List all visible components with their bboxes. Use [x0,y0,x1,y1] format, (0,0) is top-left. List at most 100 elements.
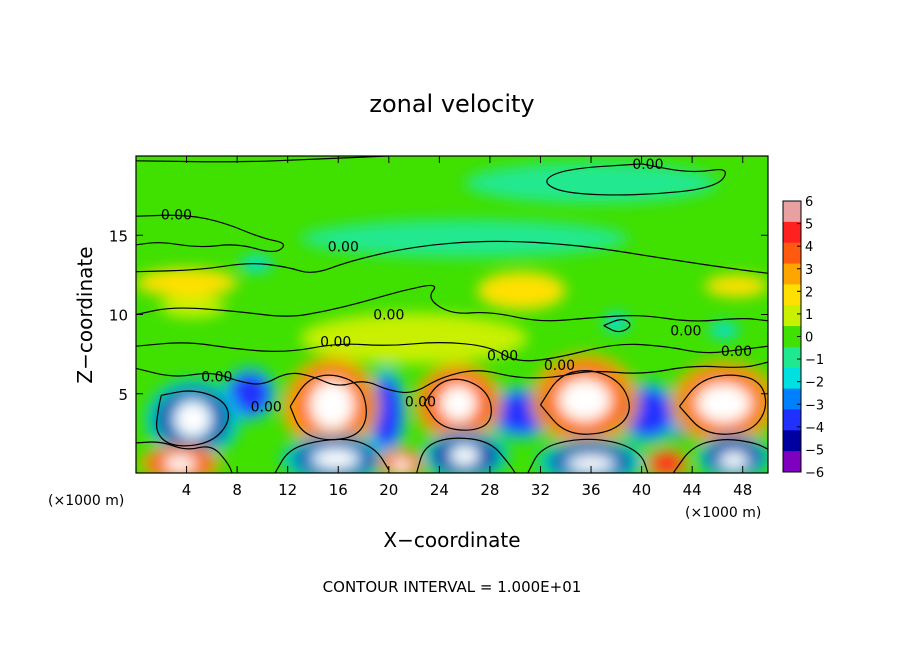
field-blob [160,295,226,318]
contour-labels: 0.00 0.00 0.00 0.00 0.00 0.00 0.00 0.00 0.00 0.00… [161,157,752,416]
x-tick-label: 44 [683,481,702,499]
y-tick-label: 10 [109,307,128,325]
contour-line [546,163,726,196]
contour-line [603,319,631,333]
colorbar-segment [783,305,801,327]
field-blob [650,452,684,473]
y-tick-label: 5 [118,386,128,404]
x-tick-label: 36 [581,481,600,499]
colorbar-tick-label: −4 [805,421,824,436]
contour-label: 0.00 [201,369,232,385]
field-blob [559,379,610,421]
x-tick-label: 40 [632,481,651,499]
contour-label: 0.00 [161,208,192,224]
field-blob [464,162,718,204]
colorbar-tick-label: 1 [805,308,813,323]
x-tick-label: 20 [379,481,398,499]
field-blob [603,312,629,332]
x-tick-label: 24 [430,481,449,499]
x-tick-label: 8 [232,481,242,499]
contour-line [136,284,768,322]
colorbar-tick-label: −6 [805,466,824,481]
contour-interval-note: CONTOUR INTERVAL = 1.000E+01 [323,578,582,596]
colorbar-tick-label: 4 [805,240,813,255]
contour-lines [136,156,768,473]
x-tick-label: 48 [733,481,752,499]
x-axis-unit-right: (×1000 m) [685,505,761,521]
field-blob [708,322,739,339]
plot-area: 0.00 0.00 0.00 0.00 0.00 0.00 0.00 0.00 0.00 0.00… [136,156,768,473]
contour-line [136,361,768,394]
contour-line [289,374,367,441]
contour-label: 0.00 [721,344,752,360]
field-blob [165,455,196,472]
field-blob [440,385,477,421]
field-blob [136,268,238,298]
field-blob [568,455,614,472]
field-blob [704,274,768,298]
contour-line [679,374,767,435]
colorbar-tick-label: −3 [805,398,824,413]
contour-label: 0.00 [544,358,575,374]
contour-line [527,438,649,473]
contour-line [136,240,768,274]
contour-line [672,439,768,473]
colorbar-segment [783,242,801,265]
contour-label: 0.00 [632,157,663,173]
colorbar-segment [783,263,801,285]
y-tick-label: 15 [109,227,128,245]
field-blob [310,381,354,429]
x-tick-label: 16 [329,481,348,499]
contour-line [136,214,285,253]
contour-line [136,342,768,362]
colorbar-segment [783,430,801,452]
x-axis-label: X−coordinate [383,528,520,552]
field-blob [300,219,629,258]
contour-label: 0.00 [405,395,436,411]
colorbar-segment [783,388,801,410]
colorbar-segment [783,367,801,390]
colorbar-segment [783,451,801,473]
contour-label: 0.00 [373,308,404,324]
x-axis-ticks: 4 8 12 16 20 24 28 32 36 40 44 48 [182,156,752,499]
contour-label: 0.00 [251,399,282,415]
colorbar-tick-label: 5 [805,218,813,233]
colorbar-segment [783,409,801,431]
contour-line [416,437,516,473]
x-tick-label: 12 [278,481,297,499]
contour-label: 0.00 [487,349,518,365]
colorbar-tick-label: 3 [805,263,813,278]
field-blob [300,312,528,364]
x-axis-unit-left: (×1000 m) [48,493,124,509]
colorbar-tick-label: 0 [805,331,813,346]
colorbar: 6 5 4 3 2 1 0 −1 −2 −3 −4 −5 −6 [782,195,824,481]
colorbar-tick-label: 2 [805,285,813,300]
field-blob [697,384,751,423]
contour-line [423,378,492,431]
colorbar-segment [783,346,801,369]
contour-line [274,438,390,473]
x-tick-label: 4 [182,481,192,499]
field-blob [477,271,566,310]
contour-label: 0.00 [328,239,359,255]
contour-line [156,390,230,447]
colorbar-tick-label: −1 [805,353,824,368]
colorbar-segment [783,326,801,348]
contour-label: 0.00 [320,334,351,350]
field-blob [175,401,211,437]
colorbar-segment [783,284,801,306]
contour-line [539,370,630,435]
x-tick-label: 28 [480,481,499,499]
x-tick-label: 32 [531,481,550,499]
y-axis-ticks: 5 10 15 [109,227,768,404]
y-axis-label: Z−coordinate [73,246,97,383]
field-blob [392,458,411,472]
colorbar-segment [783,201,801,223]
colorbar-tick-label: 6 [805,195,813,210]
contour-label: 0.00 [670,323,701,339]
colorbar-segment [783,221,801,244]
field-blob [450,446,479,466]
contour-line [136,441,233,473]
field-blob [312,449,359,469]
